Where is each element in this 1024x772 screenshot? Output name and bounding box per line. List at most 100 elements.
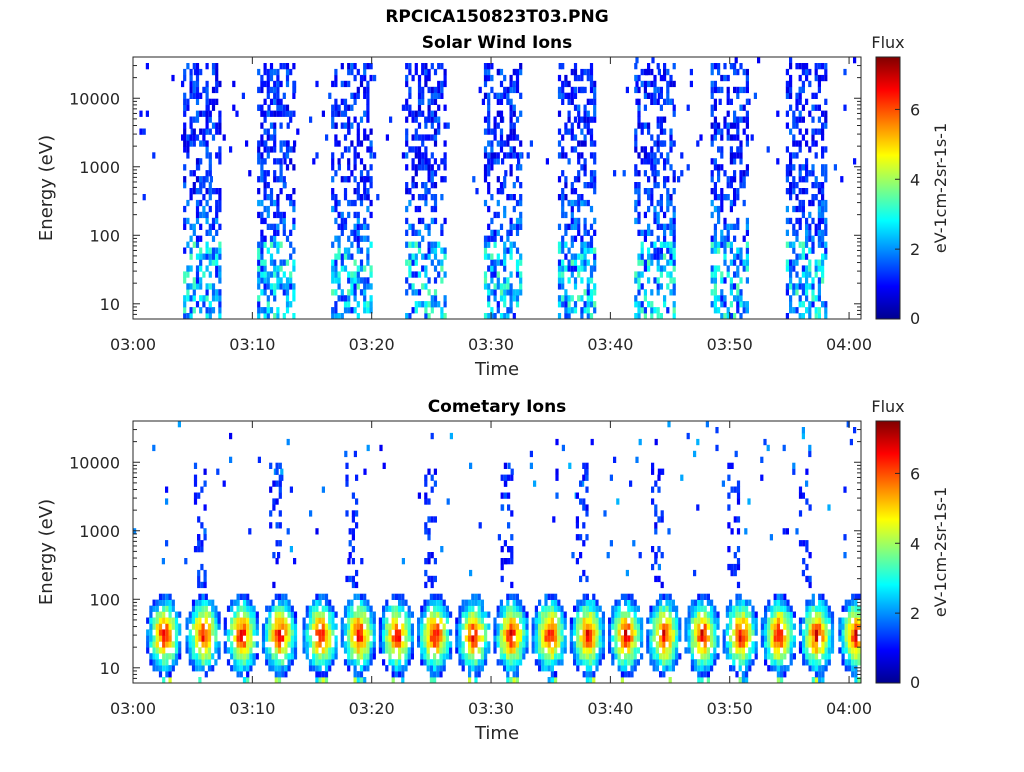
heatmap-cell [634, 146, 637, 152]
heatmap-cell [666, 248, 669, 254]
heatmap-cell [484, 93, 487, 99]
heatmap-cell [431, 170, 434, 176]
heatmap-cell [519, 140, 522, 146]
heatmap-cell [421, 99, 424, 105]
heatmap-cell [673, 63, 676, 69]
heatmap-cell [571, 224, 574, 230]
heatmap-cell [206, 170, 209, 176]
heatmap-cell [322, 647, 325, 653]
heatmap-cell [370, 146, 373, 152]
heatmap-cell [497, 99, 500, 105]
heatmap-cell [202, 129, 205, 135]
heatmap-cell [821, 212, 824, 218]
heatmap-cell [293, 558, 296, 564]
heatmap-cell [720, 313, 723, 319]
heatmap-cell [186, 271, 189, 277]
heatmap-cell [751, 659, 754, 665]
heatmap-cell [424, 307, 427, 313]
heatmap-cell [649, 647, 652, 653]
heatmap-cell [211, 606, 214, 612]
heatmap-cell [294, 653, 297, 659]
heatmap-cell [809, 576, 812, 582]
heatmap-cell [428, 111, 431, 117]
heatmap-cell [280, 164, 283, 170]
heatmap-cell [799, 176, 802, 182]
heatmap-cell [669, 81, 672, 87]
heatmap-cell [693, 570, 696, 576]
heatmap-cell [700, 635, 703, 641]
heatmap-cell [799, 641, 802, 647]
heatmap-cell [149, 635, 152, 641]
heatmap-cell [484, 248, 487, 254]
heatmap-cell [415, 111, 418, 117]
heatmap-cell [439, 618, 442, 624]
heatmap-cell [212, 123, 215, 129]
heatmap-cell [322, 653, 325, 659]
heatmap-cell [513, 677, 516, 683]
heatmap-cell [471, 594, 474, 600]
heatmap-cell [694, 629, 697, 635]
heatmap-cell [249, 618, 252, 624]
heatmap-cell [357, 194, 360, 200]
heatmap-cell [824, 242, 827, 248]
heatmap-cell [212, 236, 215, 242]
heatmap-cell [586, 653, 589, 659]
heatmap-cell [267, 271, 270, 277]
heatmap-cell [723, 301, 726, 307]
heatmap-cell [192, 635, 195, 641]
heatmap-cell [506, 677, 509, 683]
heatmap-cell [289, 277, 292, 283]
heatmap-cell [366, 224, 369, 230]
heatmap-cell [431, 475, 434, 481]
heatmap-cell [395, 594, 398, 600]
heatmap-cell [481, 606, 484, 612]
heatmap-cell [688, 641, 691, 647]
heatmap-cell [590, 170, 593, 176]
heatmap-cell [240, 624, 243, 630]
heatmap-cell [723, 277, 726, 283]
heatmap-cell [790, 653, 793, 659]
heatmap-cell [811, 200, 814, 206]
heatmap-cell [574, 63, 577, 69]
heatmap-cell [357, 277, 360, 283]
heatmap-cell [760, 457, 763, 463]
heatmap-cell [735, 600, 738, 606]
heatmap-cell [641, 283, 644, 289]
heatmap-cell [482, 99, 485, 105]
heatmap-cell [360, 224, 363, 230]
heatmap-cell [189, 653, 192, 659]
heatmap-cell [711, 248, 714, 254]
heatmap-cell [335, 653, 338, 659]
heatmap-cell [398, 612, 401, 618]
heatmap-cell [354, 624, 357, 630]
heatmap-cell [746, 140, 749, 146]
heatmap-cell [694, 618, 697, 624]
heatmap-cell [279, 540, 282, 546]
heatmap-cell [743, 176, 746, 182]
heatmap-cell [269, 522, 272, 528]
heatmap-cell [808, 146, 811, 152]
heatmap-cell [249, 629, 252, 635]
heatmap-cell [748, 629, 751, 635]
heatmap-cell [634, 647, 637, 653]
heatmap-cell [418, 230, 421, 236]
heatmap-cell [292, 313, 295, 319]
heatmap-cell [440, 230, 443, 236]
heatmap-cell [723, 635, 726, 641]
heatmap-cell [283, 93, 286, 99]
heatmap-cell [522, 635, 525, 641]
heatmap-cell [767, 629, 770, 635]
heatmap-cell [564, 254, 567, 260]
heatmap-cell [582, 498, 585, 504]
heatmap-cell [802, 313, 805, 319]
heatmap-cell [434, 576, 437, 582]
heatmap-cell [497, 123, 500, 129]
heatmap-cell [805, 158, 808, 164]
heatmap-cell [253, 624, 256, 630]
heatmap-cell [230, 641, 233, 647]
heatmap-cell [199, 188, 202, 194]
heatmap-cell [388, 629, 391, 635]
heatmap-cell [347, 164, 350, 170]
heatmap-cell [385, 641, 388, 647]
heatmap-cell [490, 218, 493, 224]
